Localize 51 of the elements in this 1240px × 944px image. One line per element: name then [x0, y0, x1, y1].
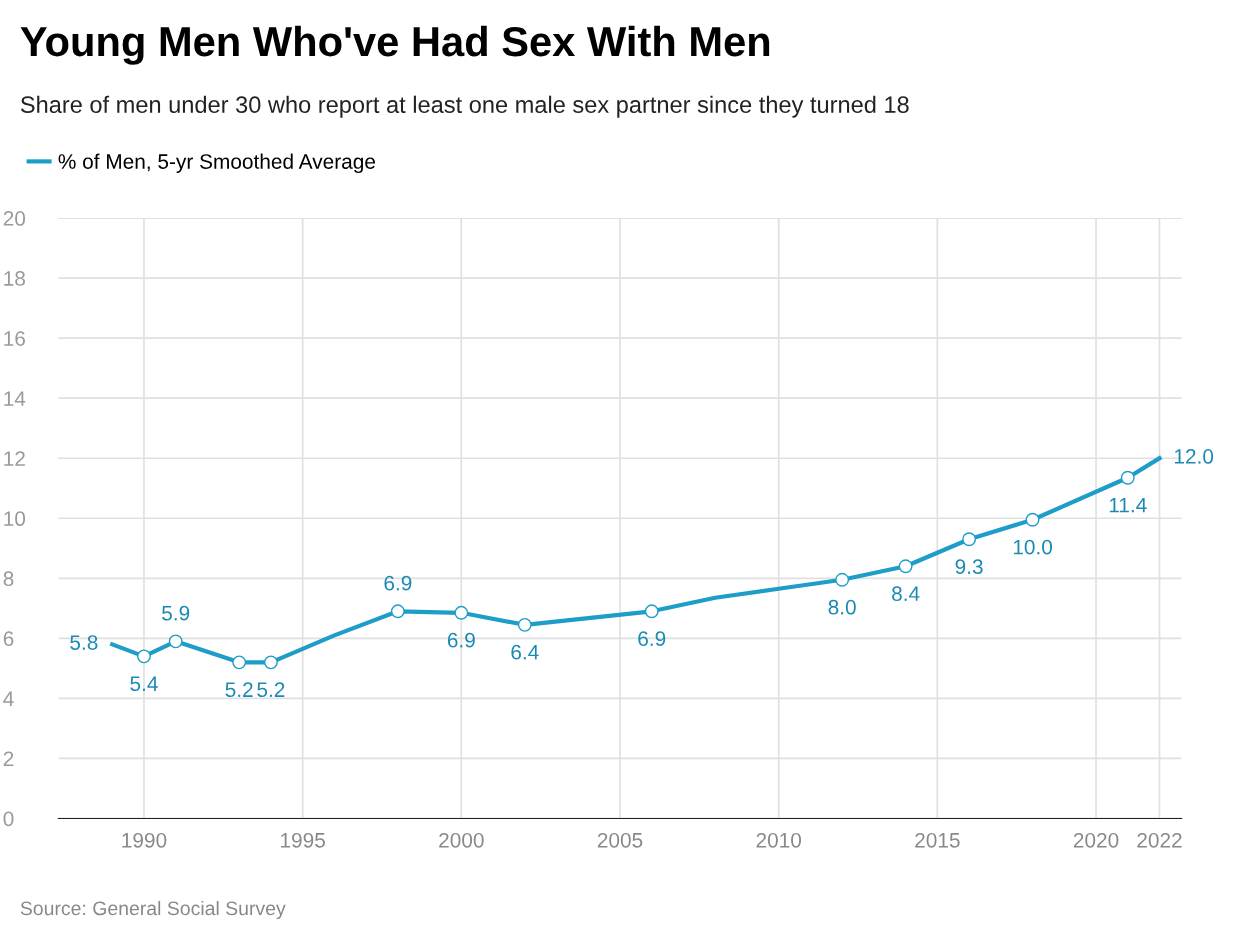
point [644, 604, 659, 619]
y-tick-label: 14 [4, 391, 26, 406]
y-tick-label: 18 [4, 271, 25, 286]
point [137, 649, 151, 664]
chart-subtitle: Share of men under 30 who report at least one male sex partner since they turned 18 [20, 95, 909, 118]
x-tick-label: 2022 [1137, 832, 1182, 848]
point [835, 572, 850, 587]
y-tick-label: 4 [3, 691, 14, 706]
data-label: 6.4 [511, 644, 539, 660]
source-note: Source: General Social Survey [20, 900, 286, 920]
data-label: 5.9 [162, 605, 190, 621]
point [390, 604, 405, 619]
y-tick-label: 0 [3, 811, 14, 827]
y-tick-label: 10 [4, 511, 26, 527]
data-label: 12.0 [1174, 449, 1214, 464]
data-label: 5.4 [130, 676, 158, 692]
point [962, 532, 977, 547]
x-tick-label: 2010 [756, 832, 802, 848]
y-tick-label: 16 [4, 331, 25, 346]
y-tick-label: 2 [3, 751, 14, 766]
point [1120, 470, 1135, 485]
y-tick-label: 8 [3, 571, 14, 587]
data-label: 6.9 [447, 632, 475, 648]
point [898, 559, 913, 574]
legend-label: % of Men, 5-yr Smoothed Average [58, 153, 375, 174]
point [263, 655, 278, 670]
data-label: 9.3 [955, 559, 983, 575]
point [168, 634, 183, 649]
point [517, 617, 532, 632]
data-label: 6.9 [384, 575, 412, 591]
x-tick-label: 2015 [915, 832, 960, 848]
chart-title: Young Men Who've Had Sex With Men [20, 25, 770, 65]
y-tick-label: 6 [3, 631, 14, 647]
y-tick-label: 12 [4, 451, 25, 466]
point [232, 655, 247, 670]
point [454, 605, 469, 620]
x-tick-label: 2000 [439, 832, 484, 848]
data-label: 5.2 [225, 682, 253, 698]
data-label: 8.0 [828, 599, 856, 615]
data-label: 6.9 [638, 631, 666, 647]
data-label: 5.2 [257, 682, 285, 698]
x-tick-label: 2005 [597, 832, 643, 848]
point [1025, 512, 1040, 527]
data-label: 5.8 [70, 635, 98, 650]
x-tick-label: 1995 [281, 832, 325, 848]
x-tick-label: 1990 [122, 832, 167, 848]
data-label: 11.4 [1109, 497, 1147, 513]
y-tick-label: 20 [3, 211, 26, 226]
x-tick-label: 2020 [1073, 832, 1119, 848]
data-label: 10.0 [1013, 539, 1053, 555]
data-label: 8.4 [892, 586, 920, 602]
